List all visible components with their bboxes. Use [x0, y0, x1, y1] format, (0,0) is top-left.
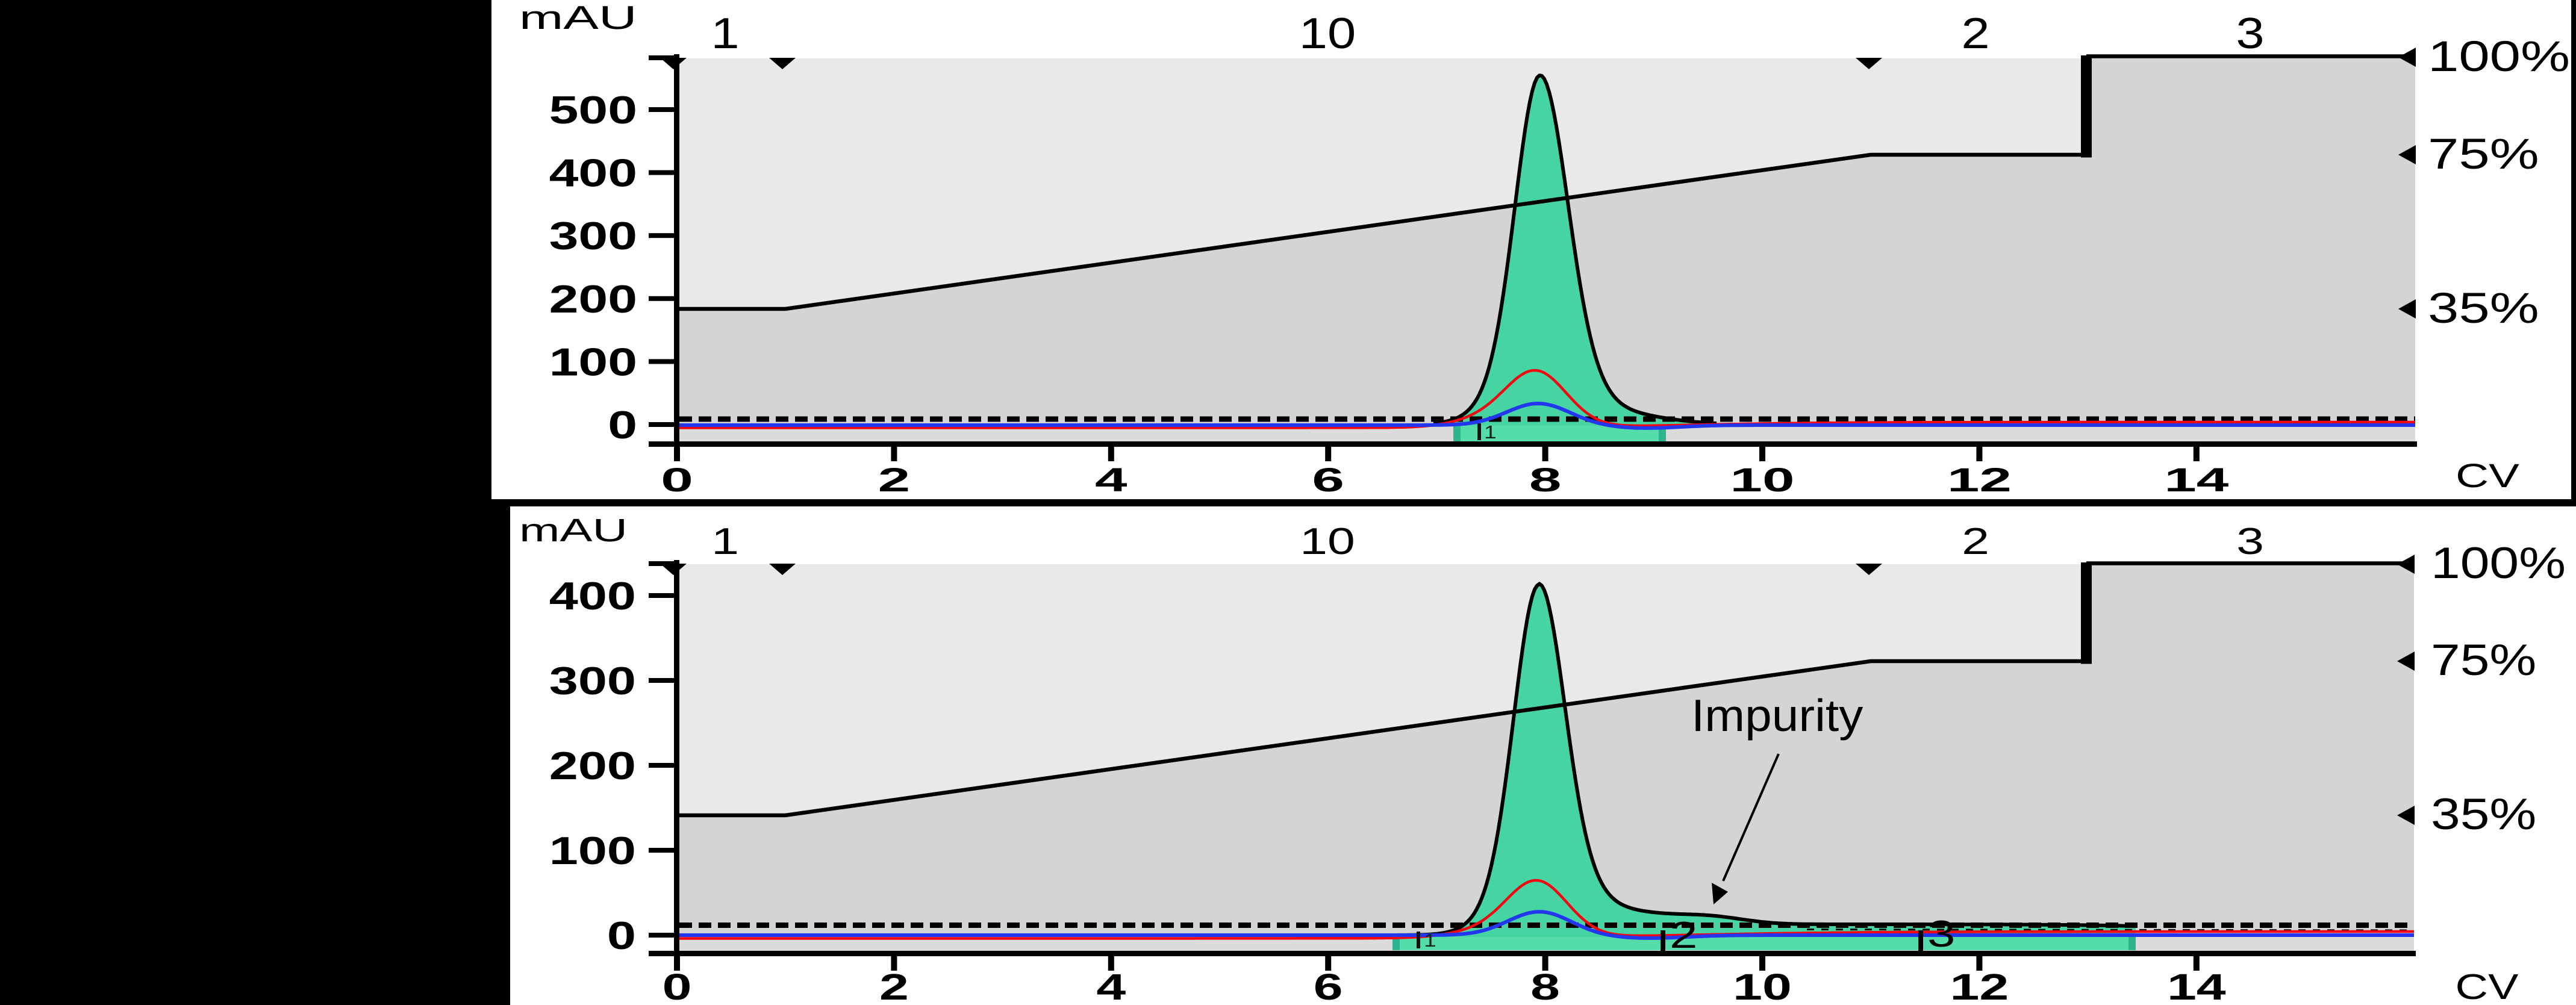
svg-text:0: 0: [608, 403, 637, 447]
svg-text:3: 3: [2236, 9, 2264, 57]
svg-text:75%: 75%: [2431, 636, 2536, 685]
svg-text:400: 400: [549, 574, 636, 618]
svg-text:3: 3: [1927, 913, 1956, 955]
svg-text:2: 2: [1670, 914, 1698, 956]
svg-text:200: 200: [549, 278, 637, 321]
svg-text:CV: CV: [2456, 968, 2519, 1005]
svg-text:2: 2: [879, 967, 909, 1005]
svg-text:3: 3: [2236, 521, 2264, 562]
svg-text:2: 2: [1961, 9, 1989, 57]
svg-text:0: 0: [607, 914, 636, 957]
svg-text:100%: 100%: [2431, 539, 2566, 588]
svg-text:35%: 35%: [2428, 284, 2539, 332]
svg-text:4: 4: [1096, 967, 1126, 1005]
svg-text:300: 300: [549, 659, 636, 703]
svg-text:12: 12: [1950, 967, 2009, 1005]
svg-text:2: 2: [878, 461, 911, 499]
svg-text:mAU: mAU: [519, 0, 637, 36]
svg-text:mAU: mAU: [519, 512, 628, 548]
svg-text:200: 200: [549, 744, 636, 788]
svg-text:Impurity: Impurity: [1691, 691, 1863, 741]
svg-text:12: 12: [1947, 461, 2012, 499]
svg-text:10: 10: [1730, 461, 1794, 499]
svg-text:14: 14: [2164, 461, 2228, 499]
svg-text:1: 1: [1484, 422, 1497, 443]
svg-text:4: 4: [1095, 461, 1127, 499]
svg-text:14: 14: [2167, 967, 2226, 1005]
svg-text:6: 6: [1312, 461, 1344, 499]
svg-text:300: 300: [549, 214, 637, 258]
svg-text:0: 0: [663, 967, 692, 1005]
svg-text:0: 0: [661, 461, 693, 499]
svg-text:6: 6: [1314, 967, 1343, 1005]
svg-text:2: 2: [1962, 521, 1989, 562]
svg-text:100: 100: [549, 340, 637, 384]
svg-text:35%: 35%: [2431, 790, 2536, 839]
svg-text:10: 10: [1299, 9, 1356, 57]
svg-text:1: 1: [711, 521, 739, 562]
svg-text:1: 1: [711, 9, 739, 57]
svg-text:10: 10: [1300, 521, 1355, 562]
svg-text:100: 100: [549, 829, 636, 873]
svg-text:CV: CV: [2456, 457, 2519, 495]
svg-text:500: 500: [549, 89, 637, 132]
svg-text:1: 1: [1424, 930, 1436, 951]
svg-text:8: 8: [1529, 461, 1562, 499]
svg-text:10: 10: [1733, 967, 1792, 1005]
svg-text:8: 8: [1530, 967, 1560, 1005]
svg-text:75%: 75%: [2428, 130, 2539, 178]
svg-text:400: 400: [549, 152, 637, 195]
svg-text:100%: 100%: [2428, 33, 2570, 80]
